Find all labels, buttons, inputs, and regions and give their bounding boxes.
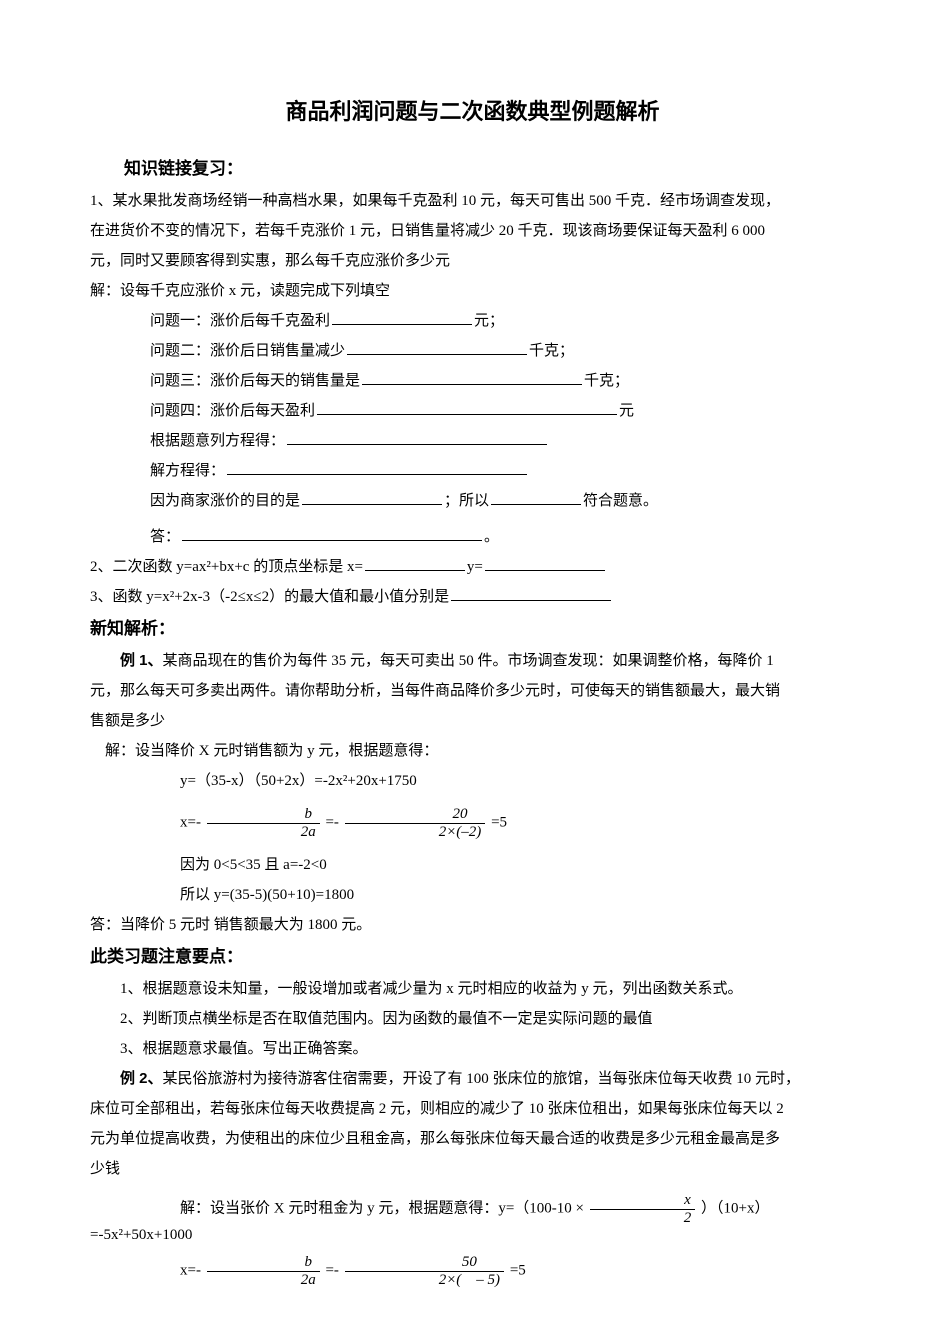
frac-den: 2a <box>207 824 320 841</box>
question-3: 问题三：涨价后每天的销售量是 千克； <box>90 366 855 396</box>
frac-num: b <box>207 1254 320 1272</box>
example1-line1: 例 1、某商品现在的售价为每件 35 元，每天可卖出 50 件。市场调查发现：如… <box>90 646 855 676</box>
fraction-b-over-2a: b 2a <box>207 806 320 840</box>
example2-line2: 床位可全部租出，若每张床位每天收费提高 2 元，则相应的减少了 10 张床位租出… <box>90 1094 855 1124</box>
example1-solution-lead: 解：设当降价 X 元时销售额为 y 元，根据题意得： <box>90 736 855 766</box>
example1-line3: 售额是多少 <box>90 706 855 736</box>
example2-equation: 解：设当张价 X 元时租金为 y 元，根据题意得：y=（100-10 × x 2… <box>90 1192 855 1244</box>
blank-equation[interactable] <box>287 444 547 445</box>
fraction-50-over: 50 2×( – 5) <box>345 1254 504 1288</box>
example2-label: 例 2、 <box>120 1070 163 1087</box>
frac-den: 2×( – 5) <box>345 1272 504 1289</box>
blank-solve[interactable] <box>227 474 527 475</box>
example1-answer: 答：当降价 5 元时 销售额最大为 1800 元。 <box>90 910 855 940</box>
note-1: 1、根据题意设未知量，一般设增加或者减少量为 x 元时相应的收益为 y 元，列出… <box>90 974 855 1004</box>
note-3: 3、根据题意求最值。写出正确答案。 <box>90 1034 855 1064</box>
q1-unit: 元； <box>474 313 504 329</box>
frac-den: 2 <box>590 1210 696 1227</box>
ex1-xeq-post: =5 <box>491 814 507 830</box>
q2-unit: 千克； <box>529 343 574 359</box>
example2-vertex: x=- b 2a =- 50 2×( – 5) =5 <box>90 1254 855 1288</box>
problem1-line2: 在进货价不变的情况下，若每千克涨价 1 元，日销售量将减少 20 千克．现该商场… <box>90 216 855 246</box>
p3-pre: 3、函数 y=x²+2x-3（-2≤x≤2）的最大值和最小值分别是 <box>90 589 449 605</box>
reason-post: 符合题意。 <box>583 493 658 509</box>
blank-q3[interactable] <box>362 384 582 385</box>
q4-unit: 元 <box>619 403 634 419</box>
answer-line: 答：。 <box>90 522 855 552</box>
blank-answer[interactable] <box>182 540 482 541</box>
ex2-xeq-pre: x=- <box>180 1262 201 1278</box>
note-2: 2、判断顶点横坐标是否在取值范围内。因为函数的最值不一定是实际问题的最值 <box>90 1004 855 1034</box>
blank-reason2[interactable] <box>491 504 581 505</box>
example1-vertex: x=- b 2a =- 20 2×(–2) =5 <box>90 806 855 840</box>
blank-q1[interactable] <box>332 324 472 325</box>
problem1-line3: 元，同时又要顾客得到实惠，那么每千克应涨价多少元 <box>90 246 855 276</box>
frac-den: 2×(–2) <box>345 824 486 841</box>
fraction-x-over-2: x 2 <box>590 1192 696 1226</box>
blank-q2[interactable] <box>347 354 527 355</box>
document-page: 商品利润问题与二次函数典型例题解析 知识链接复习： 1、某水果批发商场经销一种高… <box>0 0 945 1338</box>
blank-maxmin[interactable] <box>451 600 611 601</box>
frac-den: 2a <box>207 1272 320 1289</box>
example1-eq1: y=（35-x）（50+2x）=-2x²+20x+1750 <box>90 766 855 796</box>
ex2-mid: =- <box>325 1262 338 1278</box>
eq-label: 根据题意列方程得： <box>150 433 285 449</box>
example1-label: 例 1、 <box>120 652 163 669</box>
solve-label: 解方程得： <box>150 463 225 479</box>
ex1-xeq-pre: x=- <box>180 814 201 830</box>
q4-label: 问题四：涨价后每天盈利 <box>150 403 315 419</box>
p2-pre: 2、二次函数 y=ax²+bx+c 的顶点坐标是 x= <box>90 559 363 575</box>
ex1-mid: =- <box>325 814 338 830</box>
frac-num: x <box>590 1192 696 1210</box>
example2-line4: 少钱 <box>90 1154 855 1184</box>
example2-text-a: 某民俗旅游村为接待游客住宿需要，开设了有 100 张床位的旅馆，当每张床位每天收… <box>163 1071 801 1087</box>
frac-num: b <box>207 806 320 824</box>
equation-line: 根据题意列方程得： <box>90 426 855 456</box>
problem3: 3、函数 y=x²+2x-3（-2≤x≤2）的最大值和最小值分别是 <box>90 582 855 612</box>
section-heading-review: 知识链接复习： <box>90 152 855 186</box>
q3-unit: 千克； <box>584 373 629 389</box>
section-heading-new: 新知解析： <box>90 612 855 646</box>
reason-line: 因为商家涨价的目的是 ；所以 符合题意。 <box>90 486 855 516</box>
example1-text-a: 某商品现在的售价为每件 35 元，每天可卖出 50 件。市场调查发现：如果调整价… <box>163 653 774 669</box>
page-title: 商品利润问题与二次函数典型例题解析 <box>90 90 855 134</box>
blank-q4[interactable] <box>317 414 617 415</box>
problem2: 2、二次函数 y=ax²+bx+c 的顶点坐标是 x= y= <box>90 552 855 582</box>
problem1-setup: 解：设每千克应涨价 x 元，读题完成下列填空 <box>90 276 855 306</box>
fraction-20-over: 20 2×(–2) <box>345 806 486 840</box>
blank-reason1[interactable] <box>302 504 442 505</box>
question-4: 问题四：涨价后每天盈利 元 <box>90 396 855 426</box>
example2-line1: 例 2、某民俗旅游村为接待游客住宿需要，开设了有 100 张床位的旅馆，当每张床… <box>90 1064 855 1094</box>
solve-line: 解方程得： <box>90 456 855 486</box>
frac-num: 50 <box>345 1254 504 1272</box>
section-heading-notes: 此类习题注意要点： <box>90 940 855 974</box>
question-2: 问题二：涨价后日销售量减少 千克； <box>90 336 855 366</box>
reason-mid: ；所以 <box>444 493 489 509</box>
ans-label: 答： <box>150 529 180 545</box>
q1-label: 问题一：涨价后每千克盈利 <box>150 313 330 329</box>
reason-pre: 因为商家涨价的目的是 <box>150 493 300 509</box>
problem1-line1: 1、某水果批发商场经销一种高档水果，如果每千克盈利 10 元，每天可售出 500… <box>90 186 855 216</box>
p2-mid: y= <box>467 559 483 575</box>
example2-line3: 元为单位提高收费，为使租出的床位少且租金高，那么每张床位每天最合适的收费是多少元… <box>90 1124 855 1154</box>
blank-vy[interactable] <box>485 570 605 571</box>
ex2-xeq-post: =5 <box>510 1262 526 1278</box>
fraction-b-over-2a: b 2a <box>207 1254 320 1288</box>
frac-num: 20 <box>345 806 486 824</box>
example1-condition: 因为 0<5<35 且 a=-2<0 <box>90 850 855 880</box>
ex2-sol-pre: 解：设当张价 X 元时租金为 y 元，根据题意得：y=（100-10 × <box>180 1200 584 1216</box>
example1-line2: 元，那么每天可多卖出两件。请你帮助分析，当每件商品降价多少元时，可使每天的销售额… <box>90 676 855 706</box>
question-1: 问题一：涨价后每千克盈利 元； <box>90 306 855 336</box>
q2-label: 问题二：涨价后日销售量减少 <box>150 343 345 359</box>
example1-result: 所以 y=(35-5)(50+10)=1800 <box>90 880 855 910</box>
q3-label: 问题三：涨价后每天的销售量是 <box>150 373 360 389</box>
blank-vx[interactable] <box>365 570 465 571</box>
